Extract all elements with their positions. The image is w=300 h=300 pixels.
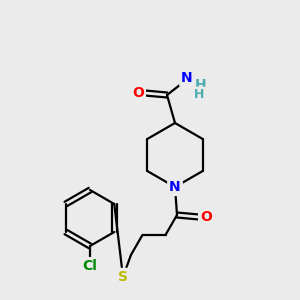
Text: N: N bbox=[169, 180, 181, 194]
Text: S: S bbox=[118, 270, 128, 284]
Text: O: O bbox=[132, 86, 144, 100]
Text: N: N bbox=[181, 71, 193, 85]
Text: H: H bbox=[195, 78, 207, 92]
Text: H: H bbox=[194, 88, 204, 101]
Text: Cl: Cl bbox=[82, 259, 98, 273]
Text: O: O bbox=[200, 210, 212, 224]
